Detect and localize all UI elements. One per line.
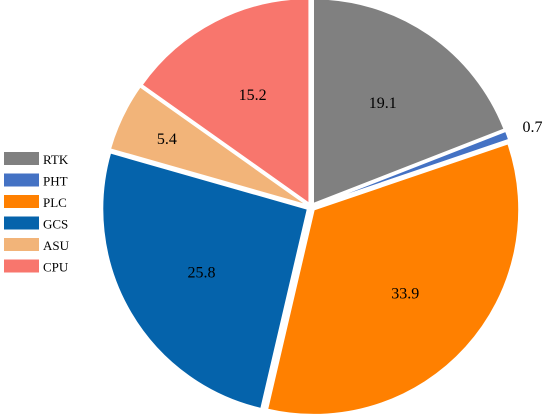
legend-label-pht: PHT	[43, 174, 68, 189]
legend-swatch-gcs	[4, 216, 39, 230]
pie-slice-gcs	[101, 151, 309, 410]
slice-label-cpu: 15.2	[239, 87, 267, 104]
legend-label-rtk: RTK	[43, 152, 69, 167]
legend-swatch-pht	[4, 173, 39, 187]
pie-slice-cpu	[140, 0, 310, 205]
legend-swatch-asu	[4, 238, 39, 251]
slice-label-asu: 5.4	[157, 131, 177, 148]
legend-label-plc: PLC	[43, 195, 67, 210]
legend-swatch-cpu	[4, 259, 39, 273]
pie-slice-plc	[266, 142, 520, 414]
slice-label-rtk: 19.1	[369, 95, 397, 112]
legend-swatch-rtk	[4, 152, 39, 165]
legend: RTK PHT PLC GCS ASU CPU	[4, 152, 70, 275]
pie-slice-pht	[314, 130, 510, 207]
pie-slice-rtk	[312, 0, 506, 205]
slice-label-plc: 33.9	[391, 285, 419, 302]
pie-slice-asu	[109, 85, 308, 206]
pie-slices	[101, 0, 520, 414]
slice-label-pht: 0.7	[522, 119, 542, 136]
legend-swatch-plc	[4, 195, 39, 208]
legend-label-cpu: CPU	[43, 260, 69, 275]
slice-label-gcs: 25.8	[187, 264, 215, 281]
legend-label-gcs: GCS	[43, 217, 68, 232]
legend-label-asu: ASU	[43, 238, 70, 253]
slice-labels: 19.1 0.7 33.9 25.8 5.4 15.2	[157, 87, 543, 302]
